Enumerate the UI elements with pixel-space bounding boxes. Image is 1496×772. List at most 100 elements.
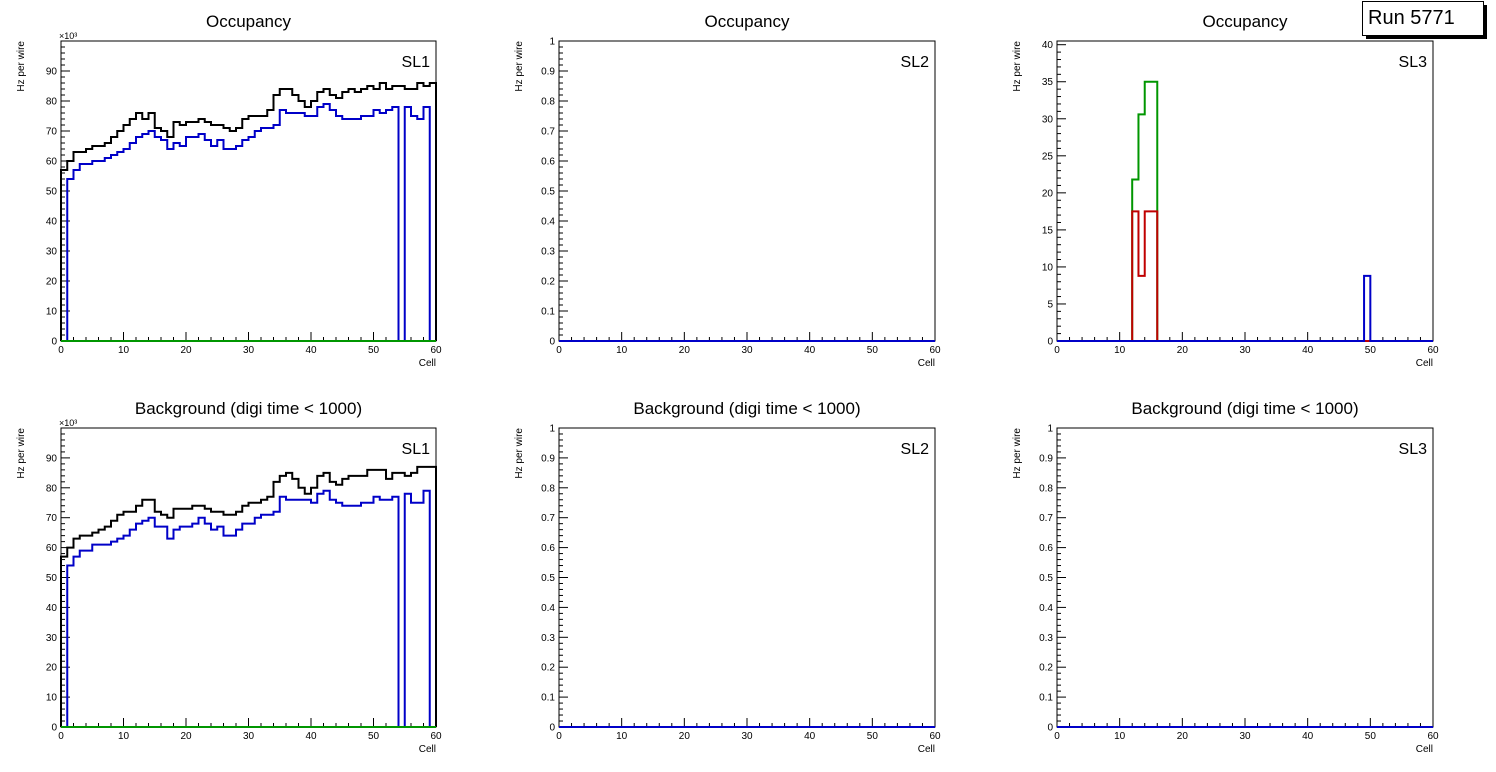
y-tick-label: 80 bbox=[46, 483, 58, 494]
run-box-shadow-right bbox=[1484, 5, 1487, 39]
superlayer-label: SL2 bbox=[901, 54, 930, 71]
x-tick-label: 20 bbox=[1177, 731, 1189, 742]
x-tick-label: 60 bbox=[1427, 731, 1439, 742]
y-axis-label: Hz per wire bbox=[1012, 41, 1023, 92]
x-tick-label: 10 bbox=[118, 731, 130, 742]
y-tick-label: 0.9 bbox=[541, 453, 555, 464]
histogram-series-0 bbox=[1057, 80, 1433, 342]
y-tick-label: 0.5 bbox=[541, 187, 555, 198]
y-tick-label: 0.4 bbox=[541, 217, 555, 228]
x-tick-label: 50 bbox=[867, 345, 879, 356]
x-tick-label: 40 bbox=[804, 345, 816, 356]
plot-frame bbox=[60, 427, 437, 728]
y-tick-label: 0.1 bbox=[541, 693, 555, 704]
superlayer-label: SL1 bbox=[402, 54, 431, 71]
y-tick-label: 10 bbox=[46, 307, 58, 318]
y-tick-label: 70 bbox=[46, 127, 58, 138]
y-tick-label: 15 bbox=[1042, 225, 1054, 236]
x-tick-label: 60 bbox=[929, 731, 941, 742]
x-tick-label: 10 bbox=[1114, 345, 1126, 356]
y-tick-label: 20 bbox=[1042, 188, 1054, 199]
histogram-series-0 bbox=[60, 82, 437, 341]
run-number-box: Run 5771 bbox=[1362, 1, 1491, 39]
y-exponent-label: ×10³ bbox=[59, 418, 77, 428]
x-tick-label: 0 bbox=[1054, 345, 1060, 356]
x-tick-label: 30 bbox=[243, 731, 255, 742]
x-tick-label: 10 bbox=[1114, 731, 1126, 742]
histogram-series-1 bbox=[61, 103, 436, 342]
y-tick-label: 90 bbox=[46, 67, 58, 78]
y-tick-label: 0.8 bbox=[541, 97, 555, 108]
x-tick-label: 30 bbox=[1239, 345, 1251, 356]
y-tick-label: 0.5 bbox=[1039, 573, 1053, 584]
y-tick-label: 10 bbox=[46, 693, 58, 704]
y-tick-label: 10 bbox=[1042, 262, 1054, 273]
y-tick-label: 0.4 bbox=[541, 603, 555, 614]
x-tick-label: 50 bbox=[867, 731, 879, 742]
histogram-series-1 bbox=[1057, 210, 1433, 342]
x-axis-label: Cell bbox=[918, 744, 935, 755]
x-tick-label: 60 bbox=[430, 345, 442, 356]
y-tick-label: 30 bbox=[46, 633, 58, 644]
plot-frame bbox=[558, 427, 936, 728]
panel-bkg-sl2: Background (digi time < 1000) SL2 Hz per w… bbox=[514, 399, 941, 755]
run-number-label: Run 5771 bbox=[1368, 7, 1455, 29]
y-tick-label: 0.1 bbox=[541, 307, 555, 318]
x-tick-label: 20 bbox=[679, 345, 691, 356]
histogram-series-2 bbox=[1057, 274, 1433, 342]
y-tick-label: 50 bbox=[46, 187, 58, 198]
x-tick-label: 0 bbox=[556, 731, 562, 742]
y-tick-label: 40 bbox=[46, 603, 58, 614]
y-tick-label: 5 bbox=[1047, 299, 1053, 310]
y-tick-label: 0 bbox=[51, 723, 57, 734]
y-tick-label: 0.5 bbox=[541, 573, 555, 584]
x-tick-label: 20 bbox=[1177, 345, 1189, 356]
y-axis-label: Hz per wire bbox=[16, 428, 27, 479]
x-tick-label: 0 bbox=[1054, 731, 1060, 742]
x-axis-label: Cell bbox=[1416, 358, 1433, 369]
plot-frame bbox=[558, 40, 936, 342]
x-tick-label: 30 bbox=[741, 731, 753, 742]
y-axis-label: Hz per wire bbox=[514, 41, 525, 92]
x-tick-label: 30 bbox=[1239, 731, 1251, 742]
y-exponent-label: ×10³ bbox=[59, 31, 77, 41]
panel-bkg-sl1: Background (digi time < 1000) SL1 Hz per w… bbox=[16, 399, 442, 755]
x-tick-label: 20 bbox=[180, 731, 192, 742]
y-tick-label: 40 bbox=[1042, 40, 1054, 51]
y-tick-label: 0 bbox=[51, 337, 57, 348]
chart-title: Occupancy bbox=[206, 12, 292, 31]
chart-title: Background (digi time < 1000) bbox=[135, 399, 362, 418]
x-tick-label: 50 bbox=[368, 731, 380, 742]
y-tick-label: 0.7 bbox=[1039, 513, 1053, 524]
y-tick-label: 0 bbox=[1047, 723, 1053, 734]
y-tick-label: 0.9 bbox=[1039, 453, 1053, 464]
panel-occ-sl1: Occupancy SL1 Hz per wire Cell ×10³ 0 10 20 30 40… bbox=[16, 12, 442, 369]
x-tick-label: 20 bbox=[180, 345, 192, 356]
panel-bkg-sl3: Background (digi time < 1000) SL3 Hz per w… bbox=[1012, 399, 1439, 755]
y-tick-label: 0.6 bbox=[1039, 543, 1053, 554]
y-tick-label: 1 bbox=[549, 424, 555, 435]
y-tick-label: 0.3 bbox=[541, 247, 555, 258]
x-tick-label: 10 bbox=[616, 345, 628, 356]
x-tick-label: 50 bbox=[368, 345, 380, 356]
y-tick-label: 0 bbox=[549, 337, 555, 348]
y-tick-label: 0.6 bbox=[541, 543, 555, 554]
x-tick-label: 0 bbox=[556, 345, 562, 356]
y-tick-label: 20 bbox=[46, 663, 58, 674]
y-tick-label: 0.6 bbox=[541, 157, 555, 168]
y-tick-label: 30 bbox=[46, 247, 58, 258]
y-tick-label: 25 bbox=[1042, 151, 1054, 162]
run-box-shadow-bottom bbox=[1366, 36, 1487, 39]
x-axis-label: Cell bbox=[918, 358, 935, 369]
x-axis-label: Cell bbox=[1416, 744, 1433, 755]
y-tick-label: 0.2 bbox=[541, 277, 555, 288]
y-tick-label: 1 bbox=[549, 37, 555, 48]
superlayer-label: SL1 bbox=[402, 441, 431, 458]
y-tick-label: 30 bbox=[1042, 114, 1054, 125]
x-tick-label: 30 bbox=[243, 345, 255, 356]
y-tick-label: 0.8 bbox=[541, 483, 555, 494]
x-tick-label: 40 bbox=[305, 731, 317, 742]
y-tick-label: 40 bbox=[46, 217, 58, 228]
